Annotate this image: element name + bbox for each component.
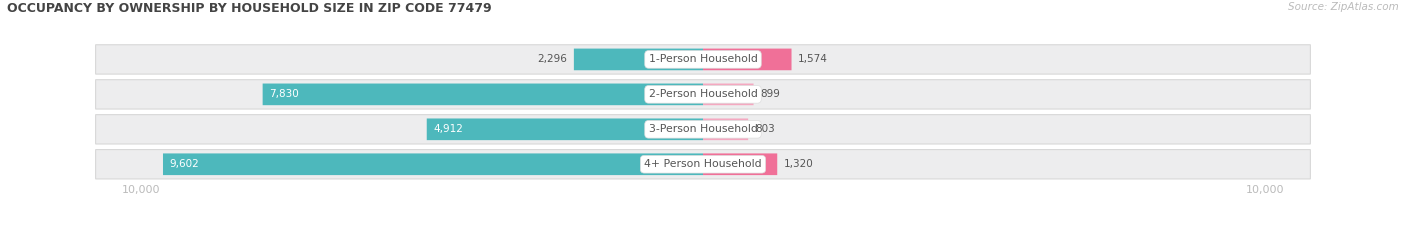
Legend: Owner-occupied, Renter-occupied: Owner-occupied, Renter-occupied xyxy=(583,230,823,233)
FancyBboxPatch shape xyxy=(703,83,754,105)
Text: 2,296: 2,296 xyxy=(537,55,567,64)
Text: 2-Person Household: 2-Person Household xyxy=(648,89,758,99)
Text: 899: 899 xyxy=(761,89,780,99)
FancyBboxPatch shape xyxy=(263,83,703,105)
FancyBboxPatch shape xyxy=(574,49,703,70)
FancyBboxPatch shape xyxy=(703,118,748,140)
FancyBboxPatch shape xyxy=(96,115,1310,144)
FancyBboxPatch shape xyxy=(96,45,1310,74)
Text: 1,320: 1,320 xyxy=(785,159,814,169)
FancyBboxPatch shape xyxy=(96,150,1310,179)
Text: 3-Person Household: 3-Person Household xyxy=(648,124,758,134)
Text: 9,602: 9,602 xyxy=(170,159,200,169)
Text: 4,912: 4,912 xyxy=(433,124,464,134)
Text: 803: 803 xyxy=(755,124,775,134)
FancyBboxPatch shape xyxy=(427,118,703,140)
Text: 7,830: 7,830 xyxy=(270,89,299,99)
Text: 1,574: 1,574 xyxy=(799,55,828,64)
FancyBboxPatch shape xyxy=(96,80,1310,109)
Text: Source: ZipAtlas.com: Source: ZipAtlas.com xyxy=(1288,2,1399,12)
Text: 4+ Person Household: 4+ Person Household xyxy=(644,159,762,169)
Text: 1-Person Household: 1-Person Household xyxy=(648,55,758,64)
FancyBboxPatch shape xyxy=(703,49,792,70)
FancyBboxPatch shape xyxy=(163,153,703,175)
FancyBboxPatch shape xyxy=(703,153,778,175)
Text: OCCUPANCY BY OWNERSHIP BY HOUSEHOLD SIZE IN ZIP CODE 77479: OCCUPANCY BY OWNERSHIP BY HOUSEHOLD SIZE… xyxy=(7,2,492,15)
